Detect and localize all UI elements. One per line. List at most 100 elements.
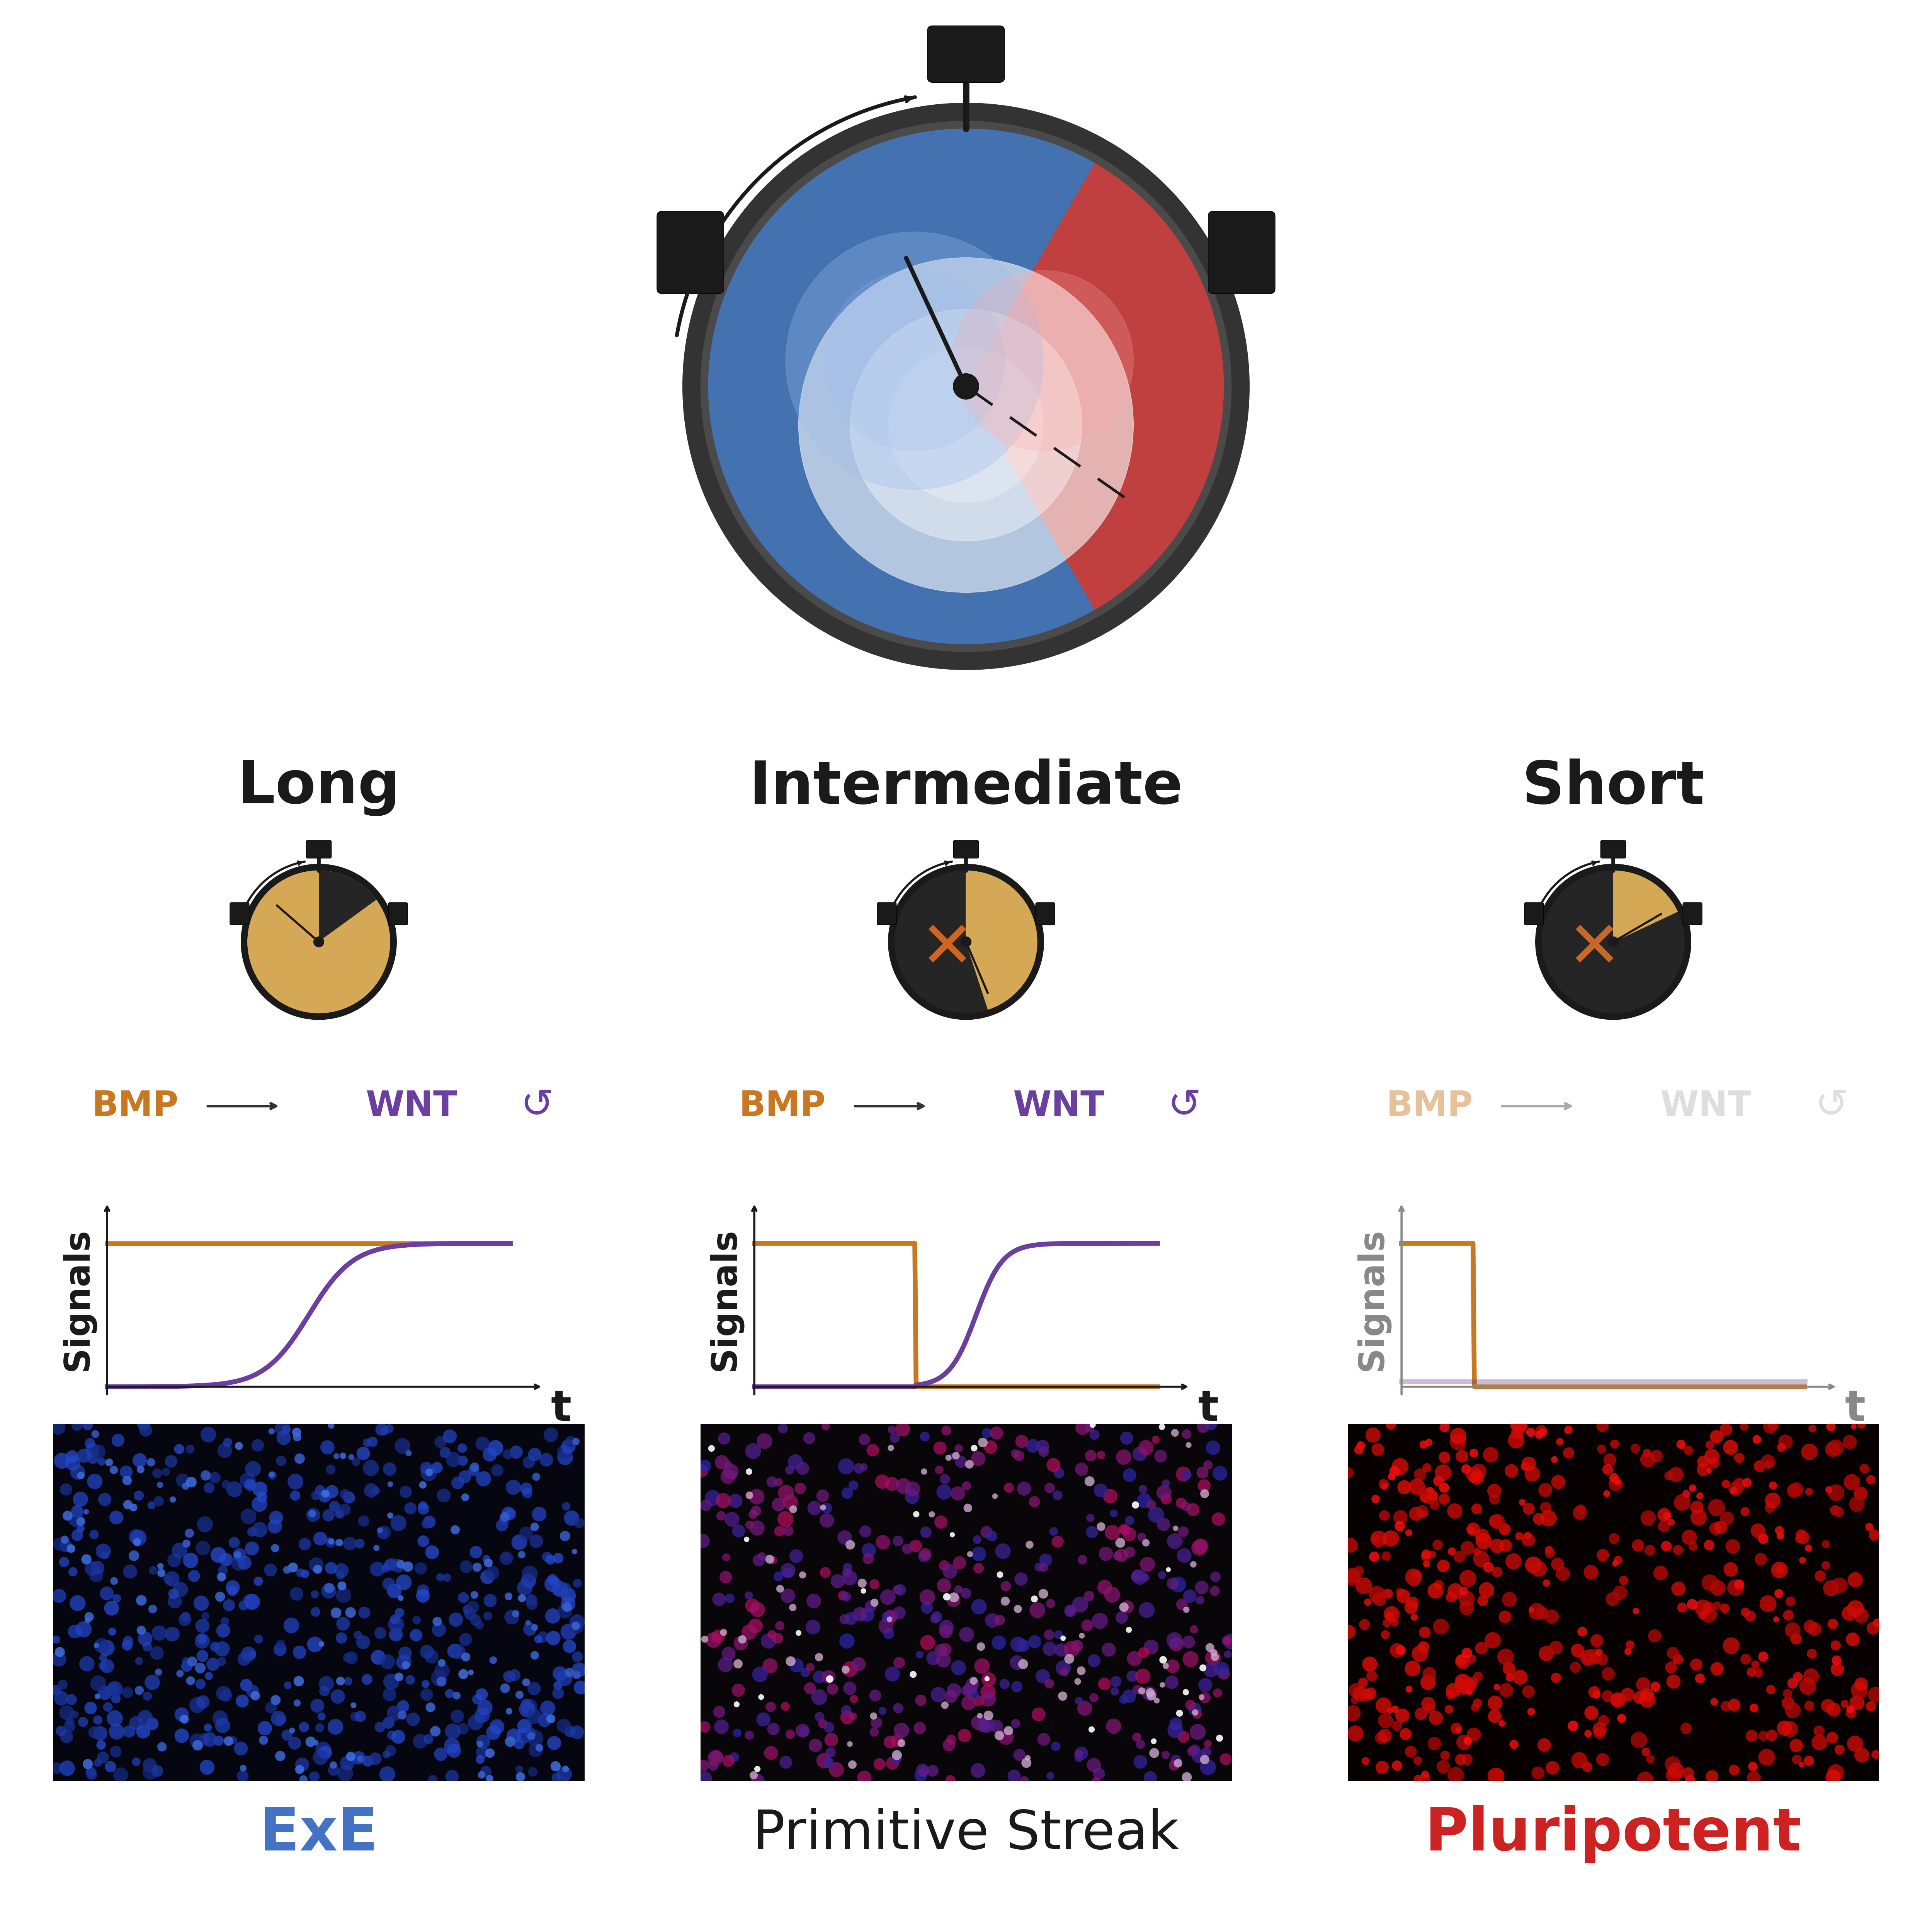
Point xyxy=(193,1723,224,1754)
Point xyxy=(1037,1449,1068,1480)
Point xyxy=(1509,1451,1540,1482)
Point xyxy=(989,1669,1020,1700)
Point xyxy=(1410,1548,1441,1578)
Point xyxy=(1066,1412,1097,1443)
Point xyxy=(187,1611,218,1642)
Point xyxy=(1536,1602,1567,1633)
Point xyxy=(1372,1578,1403,1609)
Point xyxy=(1140,1499,1171,1530)
Point xyxy=(1673,1758,1704,1789)
Point xyxy=(831,1557,862,1588)
Point xyxy=(1490,1642,1520,1673)
Point xyxy=(734,1509,765,1540)
Point xyxy=(1451,1592,1482,1623)
Point xyxy=(1795,1611,1826,1642)
Point xyxy=(763,1466,794,1497)
Point xyxy=(352,1747,383,1777)
Point xyxy=(1439,1760,1470,1791)
Point xyxy=(931,1414,962,1445)
Point xyxy=(757,1714,788,1745)
Point xyxy=(1206,1654,1236,1685)
Point xyxy=(862,1708,893,1739)
Point xyxy=(1202,1677,1233,1708)
FancyBboxPatch shape xyxy=(1683,902,1702,925)
Point xyxy=(1847,1739,1878,1770)
Point xyxy=(270,1414,301,1445)
Point xyxy=(908,1540,939,1571)
Point xyxy=(514,1690,545,1721)
Point xyxy=(475,1439,506,1470)
Point xyxy=(775,1719,806,1750)
Point xyxy=(1003,1629,1034,1660)
Point xyxy=(129,1623,160,1654)
Point xyxy=(838,1683,869,1714)
Point xyxy=(68,1613,99,1644)
Point xyxy=(1337,1698,1368,1729)
Point xyxy=(524,1499,554,1530)
Point xyxy=(381,1619,412,1650)
Point xyxy=(962,1754,993,1785)
Point xyxy=(541,1567,572,1598)
Point xyxy=(1184,1530,1215,1561)
Point xyxy=(929,1464,960,1495)
Point xyxy=(910,1422,941,1453)
Point xyxy=(1179,1613,1209,1644)
Point xyxy=(104,1760,135,1791)
Point xyxy=(1119,1642,1150,1673)
Point xyxy=(1689,1445,1719,1476)
Point xyxy=(315,1528,346,1559)
Point xyxy=(1001,1648,1032,1679)
Point xyxy=(1588,1540,1619,1571)
Point xyxy=(129,1414,160,1445)
Point xyxy=(1466,1586,1497,1617)
Point xyxy=(1553,1437,1584,1468)
Point xyxy=(1030,1544,1061,1575)
Point xyxy=(1018,1584,1049,1615)
FancyBboxPatch shape xyxy=(388,902,408,925)
Point xyxy=(1833,1426,1864,1457)
Point xyxy=(541,1750,572,1781)
Point xyxy=(1526,1416,1557,1447)
Point xyxy=(1522,1758,1553,1789)
Point xyxy=(1405,1698,1435,1729)
Point xyxy=(1623,1725,1654,1756)
Point xyxy=(1658,1760,1689,1791)
Point xyxy=(757,1466,788,1497)
Point xyxy=(1633,1443,1663,1474)
Point xyxy=(551,1754,582,1785)
Point xyxy=(1128,1486,1159,1517)
Point xyxy=(135,1750,166,1781)
Point xyxy=(187,1625,218,1656)
Point xyxy=(375,1468,406,1499)
Point xyxy=(325,1559,355,1590)
Point xyxy=(1028,1432,1059,1463)
Point xyxy=(406,1725,437,1756)
Point xyxy=(193,1712,224,1743)
Point xyxy=(209,1605,240,1636)
Circle shape xyxy=(701,122,1231,651)
Point xyxy=(48,1669,79,1700)
Wedge shape xyxy=(966,871,1037,1009)
Point xyxy=(1078,1646,1109,1677)
Text: Short: Short xyxy=(1522,759,1704,815)
Point xyxy=(413,1457,444,1488)
Point xyxy=(755,1650,786,1681)
Point xyxy=(709,1617,740,1648)
Point xyxy=(81,1681,112,1712)
Point xyxy=(1150,1739,1180,1770)
Point xyxy=(213,1725,243,1756)
Point xyxy=(1824,1497,1855,1528)
Point xyxy=(1839,1729,1870,1760)
Point xyxy=(1211,1625,1242,1656)
Point xyxy=(1787,1546,1818,1577)
Point xyxy=(247,1725,278,1756)
Point xyxy=(775,1455,806,1486)
Point xyxy=(1696,1441,1727,1472)
Point xyxy=(1793,1745,1824,1776)
Point xyxy=(1710,1592,1741,1623)
Point xyxy=(110,1457,141,1488)
Text: Long: Long xyxy=(238,759,400,815)
Point xyxy=(939,1675,970,1706)
Point xyxy=(265,1741,296,1772)
Point xyxy=(1126,1675,1157,1706)
